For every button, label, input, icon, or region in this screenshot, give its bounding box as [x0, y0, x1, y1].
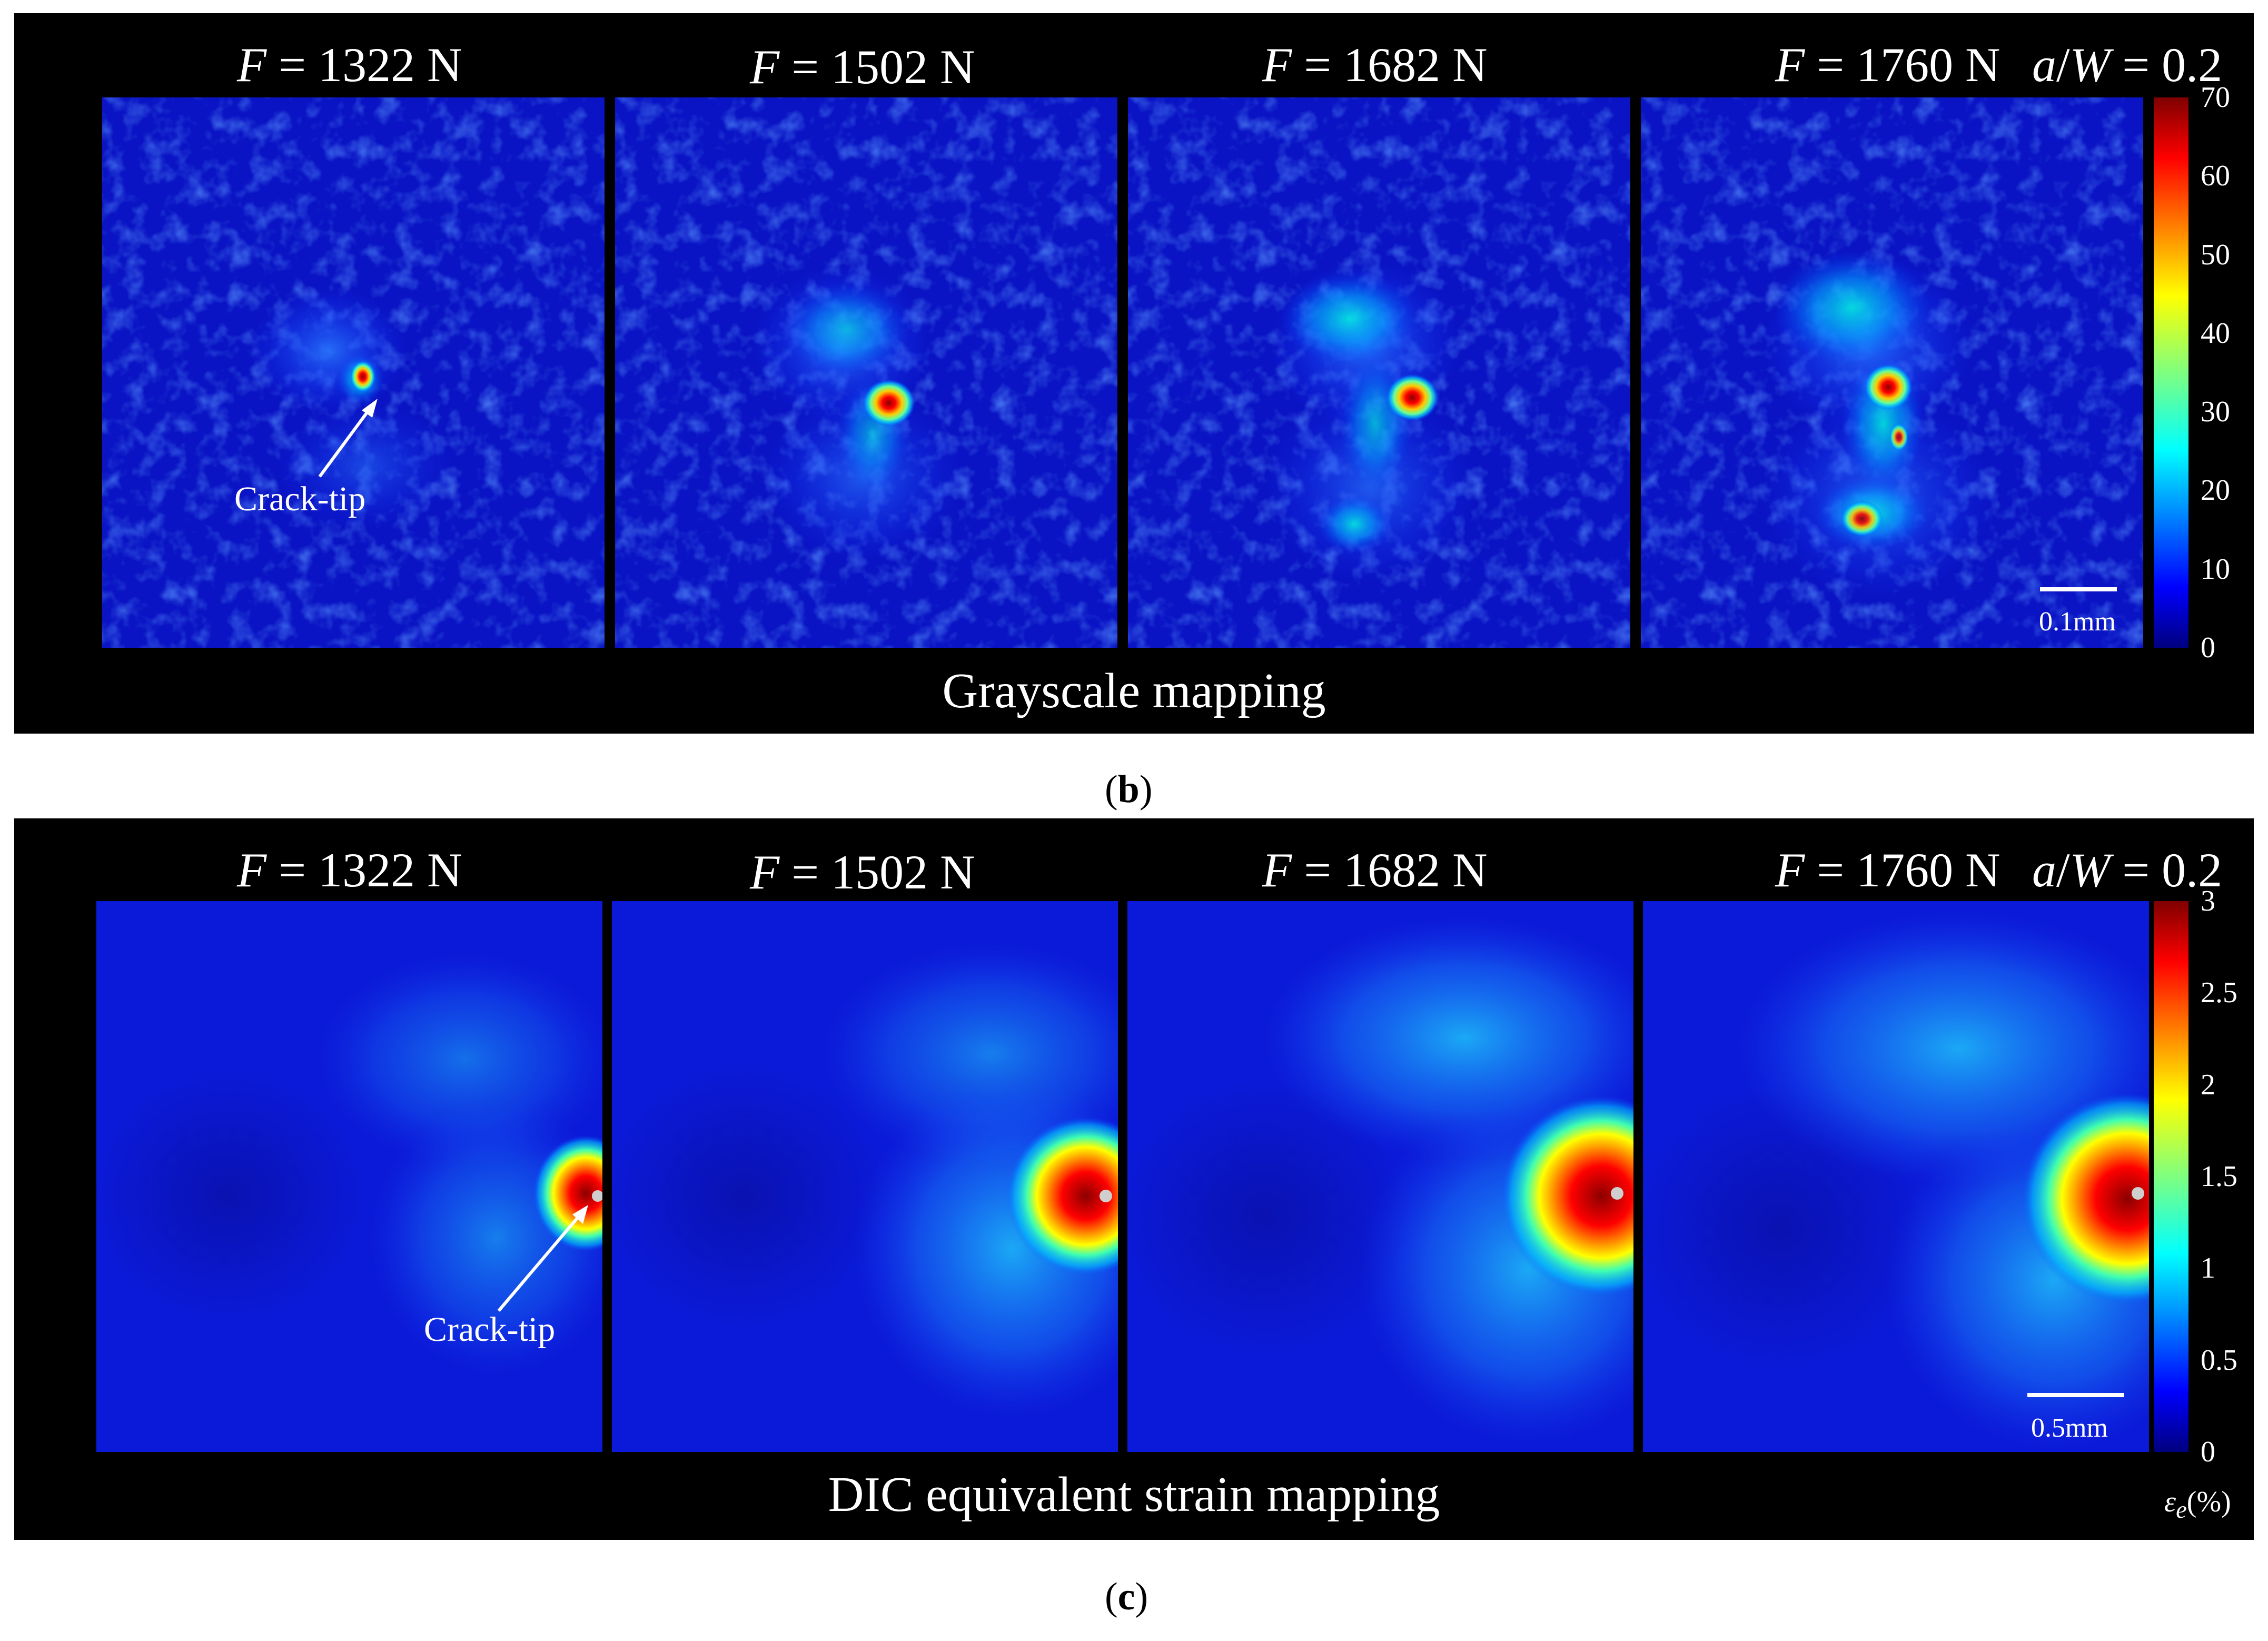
colorbar-tick: 70: [2201, 81, 2230, 114]
colorbar-tick: 40: [2201, 317, 2230, 350]
colorbar-tick: 10: [2201, 552, 2230, 586]
map-type-label: DIC equivalent strain mapping: [828, 1467, 1440, 1522]
colorbar-tick: 0: [2201, 631, 2215, 664]
colorbar-tick: 60: [2201, 160, 2230, 193]
load-title-3: F = 1682 N: [1262, 38, 1488, 92]
crack-tip-arrow-icon: [497, 1205, 588, 1312]
colorbar-unit-label: εe(%): [2164, 1486, 2231, 1524]
dic-map-3: [1127, 901, 1633, 1452]
crack-ratio-label: a/W = 0.2: [2032, 38, 2223, 92]
grayscale-map-4: [1641, 97, 2143, 648]
load-title-4: F = 1760 N: [1775, 38, 2000, 92]
dic-map-2: [612, 901, 1118, 1452]
load-title-2: F = 1502 N: [750, 845, 975, 899]
load-title-3: F = 1682 N: [1262, 843, 1488, 897]
crack-tip-label: Crack-tip: [234, 480, 366, 518]
scale-bar: [2027, 1393, 2124, 1397]
subfigure-label-c: (c): [1105, 1575, 1148, 1618]
colorbar-tick: 1: [2201, 1252, 2215, 1285]
colorbar-tick: 50: [2201, 238, 2230, 271]
colorbar: [2154, 901, 2188, 1452]
colorbar-tick: 2.5: [2201, 976, 2237, 1010]
grayscale-map-1: [102, 97, 605, 648]
load-title-1: F = 1322 N: [237, 38, 462, 92]
colorbar: [2154, 97, 2188, 648]
load-title-2: F = 1502 N: [750, 40, 975, 94]
subfigure-label-b: (b): [1105, 768, 1153, 811]
colorbar-tick: 0: [2201, 1436, 2215, 1468]
colorbar-tick: 3: [2201, 885, 2215, 917]
dic-map-4: [1643, 901, 2149, 1452]
colorbar-tick: 0.5: [2201, 1343, 2237, 1377]
dic-map-1: [96, 901, 602, 1452]
scale-bar-label: 0.5mm: [2031, 1413, 2108, 1443]
colorbar-tick: 20: [2201, 474, 2230, 507]
grayscale-map-2: [615, 97, 1117, 648]
dic-strain-panel: F = 1322 N F = 1502 N F = 1682 N F = 176…: [14, 818, 2254, 1540]
grayscale-panel: F = 1322 N F = 1502 N F = 1682 N F = 176…: [14, 13, 2254, 734]
scale-bar: [2040, 587, 2117, 591]
colorbar-tick: 30: [2201, 396, 2230, 429]
crack-tip-label: Crack-tip: [424, 1310, 556, 1349]
colorbar-tick: 1.5: [2201, 1160, 2237, 1193]
colorbar-tick: 2: [2201, 1068, 2215, 1101]
crack-tip-arrow-icon: [318, 399, 378, 478]
map-type-label: Grayscale mapping: [942, 664, 1326, 718]
crack-ratio-label: a/W = 0.2: [2032, 843, 2223, 897]
grayscale-map-3: [1128, 97, 1630, 648]
load-title-1: F = 1322 N: [237, 843, 462, 897]
scale-bar-label: 0.1mm: [2039, 607, 2116, 637]
load-title-4: F = 1760 N: [1775, 843, 2000, 897]
